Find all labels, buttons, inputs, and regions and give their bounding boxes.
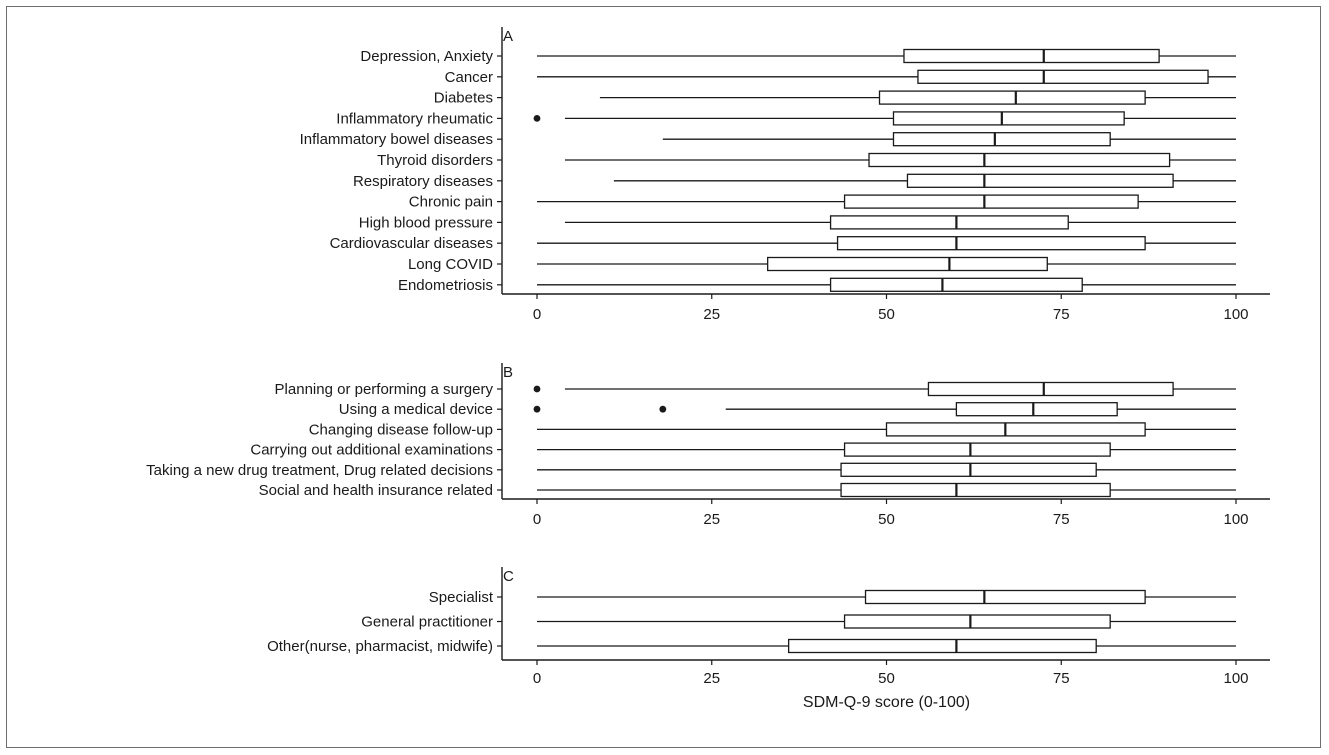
box <box>829 277 1083 292</box>
x-tick-label: 50 <box>878 306 895 323</box>
category-label: Thyroid disorders <box>377 152 493 169</box>
category-label: Endometriosis <box>398 277 493 294</box>
box <box>836 236 1146 251</box>
box <box>864 589 1146 605</box>
category-label: Carrying out additional examinations <box>250 442 493 459</box>
category-label: Cardiovascular diseases <box>330 235 493 252</box>
category-label: Other(nurse, pharmacist, midwife) <box>267 638 493 655</box>
category-label: High blood pressure <box>359 214 493 231</box>
x-tick-label: 50 <box>878 511 895 528</box>
category-label: Inflammatory bowel diseases <box>300 131 493 148</box>
box <box>892 132 1111 147</box>
category-label: Social and health insurance related <box>259 482 493 499</box>
category-label: Long COVID <box>408 256 493 273</box>
category-label: Planning or performing a surgery <box>275 381 494 398</box>
x-tick-label: 25 <box>703 511 720 528</box>
box <box>843 614 1111 629</box>
x-tick-label: 75 <box>1053 511 1070 528</box>
box <box>906 173 1174 188</box>
box <box>955 402 1118 417</box>
box <box>868 152 1171 168</box>
box <box>787 638 1097 654</box>
box <box>829 215 1069 230</box>
category-label: Using a medical device <box>339 401 493 418</box>
x-tick-label: 0 <box>533 511 541 528</box>
x-axis-title: SDM-Q-9 score (0-100) <box>803 694 970 711</box>
panel-label: B <box>503 364 513 381</box>
x-tick-label: 50 <box>878 670 895 687</box>
box <box>917 69 1209 84</box>
x-tick-label: 25 <box>703 306 720 323</box>
box <box>840 482 1111 498</box>
x-tick-label: 0 <box>533 670 541 687</box>
category-label: Respiratory diseases <box>353 173 493 190</box>
x-tick-label: 25 <box>703 670 720 687</box>
outlier-point <box>659 405 667 413</box>
category-label: Chronic pain <box>409 194 493 211</box>
category-label: Diabetes <box>434 90 493 107</box>
box <box>885 422 1146 437</box>
box <box>927 381 1174 397</box>
category-label: Changing disease follow-up <box>309 421 493 438</box>
x-tick-label: 100 <box>1223 670 1248 687</box>
category-label: General practitioner <box>361 614 493 631</box>
box <box>767 256 1048 272</box>
outlier-point <box>533 405 541 413</box>
outlier-point <box>533 385 541 393</box>
category-label: Inflammatory rheumatic <box>336 110 493 127</box>
category-label: Depression, Anxiety <box>360 48 493 65</box>
x-tick-label: 0 <box>533 306 541 323</box>
panel-label: A <box>503 28 513 45</box>
box <box>903 48 1160 64</box>
box <box>878 90 1146 105</box>
category-label: Cancer <box>445 69 493 86</box>
box <box>840 462 1097 477</box>
panel-label: C <box>503 568 514 585</box>
x-tick-label: 75 <box>1053 306 1070 323</box>
x-tick-label: 100 <box>1223 511 1248 528</box>
x-tick-label: 75 <box>1053 670 1070 687</box>
x-tick-label: 100 <box>1223 306 1248 323</box>
box <box>892 111 1125 126</box>
box <box>843 194 1139 209</box>
category-label: Taking a new drug treatment, Drug relate… <box>146 462 493 479</box>
category-label: Specialist <box>429 589 494 606</box>
outlier-point <box>533 115 541 122</box>
box <box>843 442 1111 457</box>
